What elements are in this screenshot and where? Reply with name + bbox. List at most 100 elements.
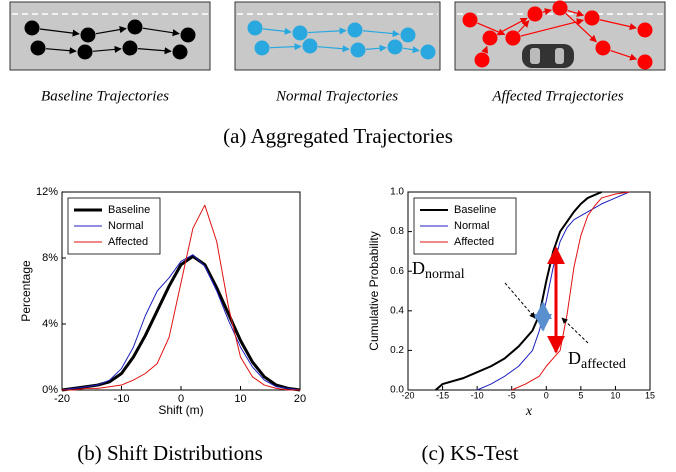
- x-tick-label: -20: [54, 393, 70, 405]
- chart: 0% 4% 8% 12% -20 -10 0 10 20 Shift (m) Percentage B…: [19, 186, 306, 417]
- chart: 0.0 0.2 0.4 0.6 0.8 1.0 -20 -15 -10 -5 0 5 10 15 x Cumu…: [367, 187, 655, 420]
- trajectory-point: [347, 22, 363, 38]
- trajectory-arrow: [307, 27, 347, 35]
- trajectory-point: [350, 42, 366, 58]
- trajectory-point: [462, 12, 478, 28]
- trajectory-point: [127, 19, 143, 35]
- trajectory-arrow: [565, 13, 597, 43]
- trajectory-point: [80, 27, 96, 43]
- trajectory-point: [552, 0, 568, 16]
- series-line: [61, 254, 301, 392]
- trajectory-arrow: [402, 46, 420, 54]
- trajectory-arrow: [610, 49, 638, 61]
- legend-label: Normal: [108, 220, 143, 232]
- trajectory-point: [122, 40, 138, 56]
- legend-label: Affected: [108, 236, 148, 248]
- x-tick-label: 10: [610, 390, 620, 400]
- y-tick-label: 12%: [36, 186, 58, 198]
- y-tick-label: 0.6: [390, 266, 404, 277]
- trajectory-arrow: [269, 43, 302, 51]
- y-axis-label: Percentage: [19, 260, 33, 322]
- trajectory-point: [584, 10, 600, 26]
- car-windshield: [530, 48, 540, 64]
- x-tick-label: 5: [578, 390, 583, 400]
- x-tick-label: 0: [544, 390, 549, 400]
- y-tick-label: 4%: [42, 318, 58, 330]
- trajectory-point: [292, 25, 308, 41]
- trajectory-point: [637, 54, 653, 70]
- trajectory-point: [595, 40, 611, 56]
- panel-caption: Baseline Trajectories: [41, 88, 169, 104]
- trajectory-panels: [9, 0, 666, 71]
- pointer: [561, 317, 589, 344]
- pointer: [504, 282, 536, 319]
- series-line: [511, 191, 630, 391]
- y-tick-label: 8%: [42, 252, 58, 264]
- annotation-text: D: [568, 348, 581, 368]
- x-tick-label: 20: [294, 393, 306, 405]
- trajectory-point: [30, 40, 46, 56]
- trajectory-arrow: [39, 28, 80, 37]
- y-tick-label: 0.2: [390, 345, 404, 356]
- y-tick-label: 1.0: [390, 187, 404, 198]
- trajectory-arrow: [599, 19, 637, 31]
- trajectory-arrow: [45, 47, 77, 55]
- trajectory-point: [420, 44, 436, 60]
- chart-caption: (b) Shift Distributions: [77, 441, 263, 465]
- trajectory-arrow: [496, 17, 528, 35]
- road: [9, 1, 211, 71]
- x-tick-label: 10: [234, 393, 246, 405]
- car-body: [522, 44, 574, 68]
- annotation: Daffected: [568, 348, 626, 372]
- chart-caption: (c) KS-Test: [421, 441, 518, 465]
- legend-label: Normal: [454, 220, 489, 232]
- trajectory-arrow: [542, 8, 552, 16]
- trajectory-arrow: [365, 44, 387, 52]
- x-tick-label: 15: [645, 390, 655, 400]
- plot-frame: [407, 191, 651, 391]
- x-tick-label: -15: [436, 390, 449, 400]
- y-tick-label: 0%: [42, 384, 58, 396]
- trajectory-point: [400, 27, 416, 43]
- trajectory-arrow: [567, 9, 585, 17]
- series-line: [62, 204, 300, 391]
- x-tick-label: -10: [114, 393, 130, 405]
- y-tick-label: 0.0: [390, 385, 404, 396]
- trajectory-point: [77, 44, 93, 60]
- y-tick-label: 0.8: [390, 226, 404, 237]
- trajectory-arrow: [262, 27, 292, 35]
- annotation-text: D: [412, 258, 425, 278]
- x-tick-label: -20: [401, 390, 414, 400]
- panel-caption: Normal Trajectories: [275, 88, 398, 104]
- series-line: [61, 254, 301, 391]
- trajectory-point: [505, 30, 521, 46]
- trajectory-point: [527, 6, 543, 22]
- trajectory-arrow: [95, 26, 127, 35]
- x-axis-label: x: [525, 404, 533, 419]
- figure-caption: (a) Aggregated Trajectories: [223, 124, 453, 148]
- trajectory-point: [254, 40, 270, 56]
- trajectory-point: [247, 20, 263, 36]
- trajectory-arrow: [142, 27, 180, 37]
- trajectory-point: [172, 44, 188, 60]
- x-tick-label: 0: [178, 393, 184, 405]
- x-axis-label: Shift (m): [158, 403, 203, 417]
- panel-caption: Affected Trrajectories: [491, 88, 623, 104]
- trajectory-arrow: [520, 18, 584, 37]
- annotation-subscript: affected: [581, 357, 626, 372]
- trajectory-point: [180, 27, 196, 43]
- trajectory-arrow: [92, 45, 122, 53]
- trajectory-arrow: [481, 45, 489, 54]
- legend-label: Affected: [454, 236, 494, 248]
- y-tick-label: 0.4: [390, 305, 404, 316]
- trajectory-point: [24, 20, 40, 36]
- car-window: [555, 48, 564, 64]
- x-tick-label: -5: [508, 390, 516, 400]
- trajectory-point: [637, 22, 653, 38]
- annotation: Dnormal: [412, 258, 465, 282]
- legend-label: Baseline: [108, 204, 150, 216]
- annotation-subscript: normal: [425, 267, 465, 282]
- trajectory-point: [387, 39, 403, 55]
- trajectory-arrow: [362, 29, 400, 38]
